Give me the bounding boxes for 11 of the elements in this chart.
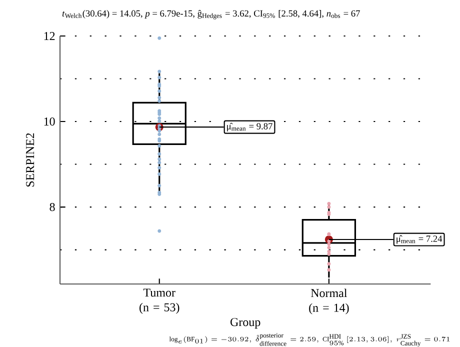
y-tick-label: 8	[50, 203, 55, 212]
x-tick-label: Tumor (n = 53)	[140, 288, 180, 314]
x-tick-label: Normal (n = 14)	[309, 288, 349, 314]
chart-title: t$_{Welch}$(30.64) = 14.05, p = 6.79e-15, ĝ$_{Hedges}$ = 3.62, CI$_{95%}$ [2.58, 4.64], n$_{obs}$ = 67	[62, 10, 360, 20]
text: $\log_{e}(\mathrm{BF}_{01}) = -30.92,\ \hat{\delta}_{\mathrm{difference}}^{\mathrm{posterior}} = 2.59,\ \mathrm{CI}_{95\%}^{\mathrm{HDI}}\ [2.13, 3.06],\ r_{\mathrm{Cauchy}}^{\mathrm{JZS}} = 0.71$	[169, 333, 450, 347]
annotation: μ̂$_{mean}$ = 9.87	[227, 123, 272, 132]
y-tick-label: 10	[44, 118, 55, 126]
annotation: μ̂$_{mean}$ = 7.24	[396, 235, 442, 244]
y-tick-label: 12	[44, 32, 55, 40]
y-axis-title: SERPINE2	[26, 134, 34, 187]
x-axis-title: Group	[230, 318, 260, 329]
